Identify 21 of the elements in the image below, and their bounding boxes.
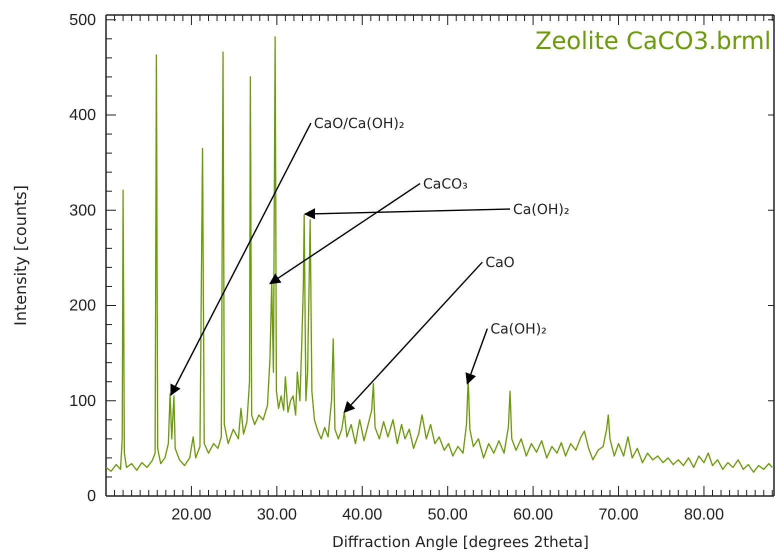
x-tick-label: 40.00 xyxy=(342,506,382,524)
x-tick-label: 70.00 xyxy=(598,506,639,524)
y-axis-title: Intensity [counts] xyxy=(11,185,30,326)
text: Zeolite CaCO3.brml xyxy=(535,27,771,55)
y-tick-label: 200 xyxy=(69,298,96,315)
annotation: CaCO₃ xyxy=(423,176,468,193)
x-tick-label: 80.00 xyxy=(684,506,724,524)
x-axis-title: Diffraction Angle [degrees 2theta] xyxy=(332,533,589,551)
annotation: CaO xyxy=(485,255,515,272)
y-tick-label: 300 xyxy=(69,202,96,220)
x-tick-label: 30.00 xyxy=(256,506,297,524)
x-tick-label: 50.00 xyxy=(428,506,468,524)
x-tick-label: 20.00 xyxy=(171,506,212,524)
y-tick-label: 400 xyxy=(69,107,96,124)
annotation: Ca(OH)₂ xyxy=(513,202,570,218)
y-tick-label: 100 xyxy=(69,392,96,410)
y-tick-label: 0 xyxy=(87,488,96,506)
y-tick-label: 500 xyxy=(69,12,96,29)
annotation: CaO/Ca(OH)₂ xyxy=(314,116,404,132)
x-tick-label: 60.00 xyxy=(513,506,554,524)
annotation: Ca(OH)₂ xyxy=(490,322,547,338)
